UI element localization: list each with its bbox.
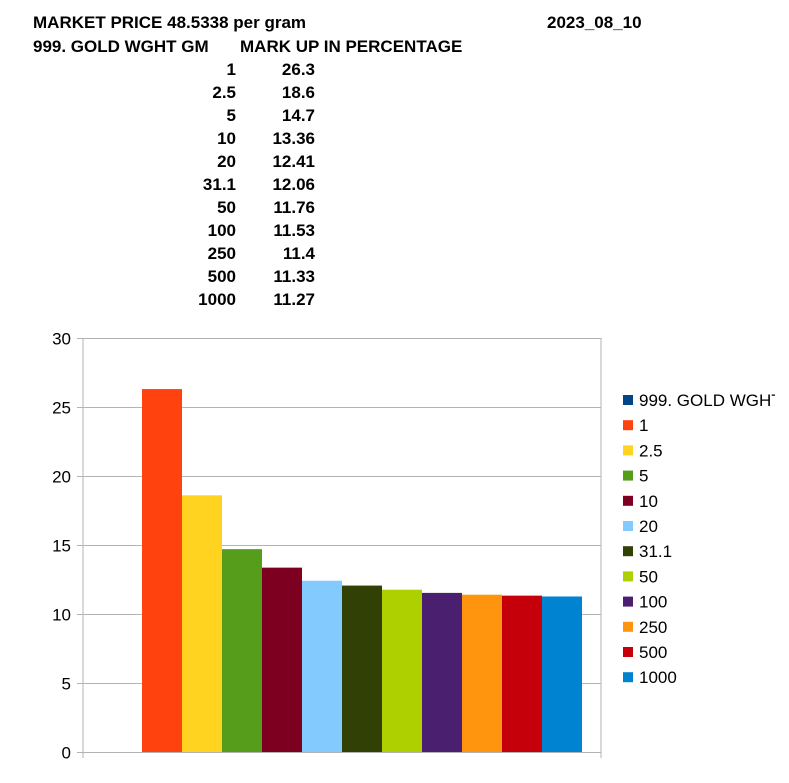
table-row: 500 11.33 bbox=[0, 267, 400, 290]
weight-cell: 5 bbox=[226, 106, 236, 125]
legend-label: 10 bbox=[639, 492, 658, 511]
legend-swatch bbox=[623, 445, 633, 456]
table-row: 31.1 12.06 bbox=[0, 175, 400, 198]
weight-cell: 500 bbox=[207, 267, 236, 286]
legend-label: 20 bbox=[639, 517, 658, 536]
legend-swatch bbox=[623, 571, 633, 582]
page-title: MARKET PRICE 48.5338 per gram bbox=[33, 13, 307, 32]
legend-label: 50 bbox=[639, 567, 658, 586]
table-row: 100 11.53 bbox=[0, 221, 400, 244]
chart-bars bbox=[142, 389, 582, 752]
markup-cell: 12.06 bbox=[272, 175, 315, 194]
markup-cell: 11.53 bbox=[273, 221, 315, 240]
weight-cell: 1 bbox=[226, 60, 236, 79]
bar-500 bbox=[502, 595, 542, 752]
legend-label: 100 bbox=[639, 593, 667, 612]
bar-20 bbox=[302, 580, 342, 752]
legend-swatch bbox=[623, 495, 633, 506]
legend-swatch bbox=[623, 672, 633, 683]
legend-label: 500 bbox=[639, 643, 667, 662]
chart-axes: 0 5 10 15 20 25 30 bbox=[52, 330, 602, 763]
legend-swatch bbox=[623, 420, 633, 431]
markup-cell: 26.3 bbox=[281, 60, 315, 79]
markup-column-header: MARK UP IN PERCENTAGE bbox=[240, 37, 463, 56]
table-row: 1000 11.27 bbox=[0, 290, 400, 313]
weight-cell: 100 bbox=[207, 221, 236, 240]
table-row: 2.5 18.6 bbox=[0, 83, 400, 106]
legend-label: 250 bbox=[639, 618, 667, 637]
legend-label: 31.1 bbox=[639, 542, 672, 561]
bar-1000 bbox=[542, 596, 582, 752]
weight-cell: 50 bbox=[217, 198, 236, 217]
markup-cell: 13.36 bbox=[272, 129, 315, 148]
legend-swatch bbox=[623, 596, 633, 607]
legend-swatch bbox=[623, 395, 633, 405]
weight-cell: 2.5 bbox=[212, 83, 236, 102]
legend-swatch bbox=[623, 470, 633, 481]
y-tick-label: 10 bbox=[52, 606, 71, 625]
y-tick-label: 30 bbox=[52, 330, 71, 349]
y-tick-label: 15 bbox=[52, 537, 71, 556]
bar-250 bbox=[462, 594, 502, 752]
weight-cell: 10 bbox=[217, 129, 236, 148]
weight-cell: 1000 bbox=[198, 290, 236, 309]
markup-cell: 11.27 bbox=[273, 290, 315, 309]
y-tick-label: 0 bbox=[62, 744, 71, 763]
weight-column-header: 999. GOLD WGHT GM bbox=[33, 37, 209, 56]
table-row: 50 11.76 bbox=[0, 198, 400, 221]
bar-31-1 bbox=[342, 585, 382, 752]
legend-label: 2.5 bbox=[639, 441, 663, 460]
bar-10 bbox=[262, 567, 302, 752]
markup-cell: 14.7 bbox=[281, 106, 315, 125]
legend-label: 999. GOLD WGHT GM bbox=[639, 391, 789, 410]
y-tick-label: 25 bbox=[52, 399, 71, 418]
table-row: 5 14.7 bbox=[0, 106, 400, 129]
weight-cell: 250 bbox=[207, 244, 236, 263]
table-row: 10 13.36 bbox=[0, 129, 400, 152]
bar-2-5 bbox=[182, 495, 222, 752]
legend-label: 1000 bbox=[639, 668, 677, 687]
bar-50 bbox=[382, 589, 422, 752]
legend-swatch bbox=[623, 621, 633, 632]
y-tick-label: 5 bbox=[62, 675, 71, 694]
bar-100 bbox=[422, 592, 462, 752]
y-tick-label: 20 bbox=[52, 468, 71, 487]
legend-swatch bbox=[623, 647, 633, 657]
markup-cell: 11.76 bbox=[273, 198, 315, 217]
table-row: 1 26.3 bbox=[0, 60, 400, 83]
markup-cell: 11.4 bbox=[282, 244, 315, 263]
weight-cell: 20 bbox=[217, 152, 236, 171]
legend-swatch bbox=[623, 521, 633, 531]
markup-cell: 11.33 bbox=[273, 267, 315, 286]
markup-cell: 12.41 bbox=[272, 152, 315, 171]
legend-swatch bbox=[623, 546, 633, 557]
legend-label: 5 bbox=[639, 467, 648, 486]
table-row: 20 12.41 bbox=[0, 152, 400, 175]
report-date: 2023_08_10 bbox=[547, 13, 642, 32]
legend-label: 1 bbox=[639, 416, 648, 435]
markup-cell: 18.6 bbox=[281, 83, 315, 102]
bar-1 bbox=[142, 389, 182, 752]
weight-cell: 31.1 bbox=[202, 175, 236, 194]
bar-5 bbox=[222, 549, 262, 752]
table-row: 250 11.4 bbox=[0, 244, 400, 267]
chart-legend: 999. GOLD WGHT GM 1 2.5 5 10 20 31.1 50 100 250 50… bbox=[623, 391, 789, 687]
